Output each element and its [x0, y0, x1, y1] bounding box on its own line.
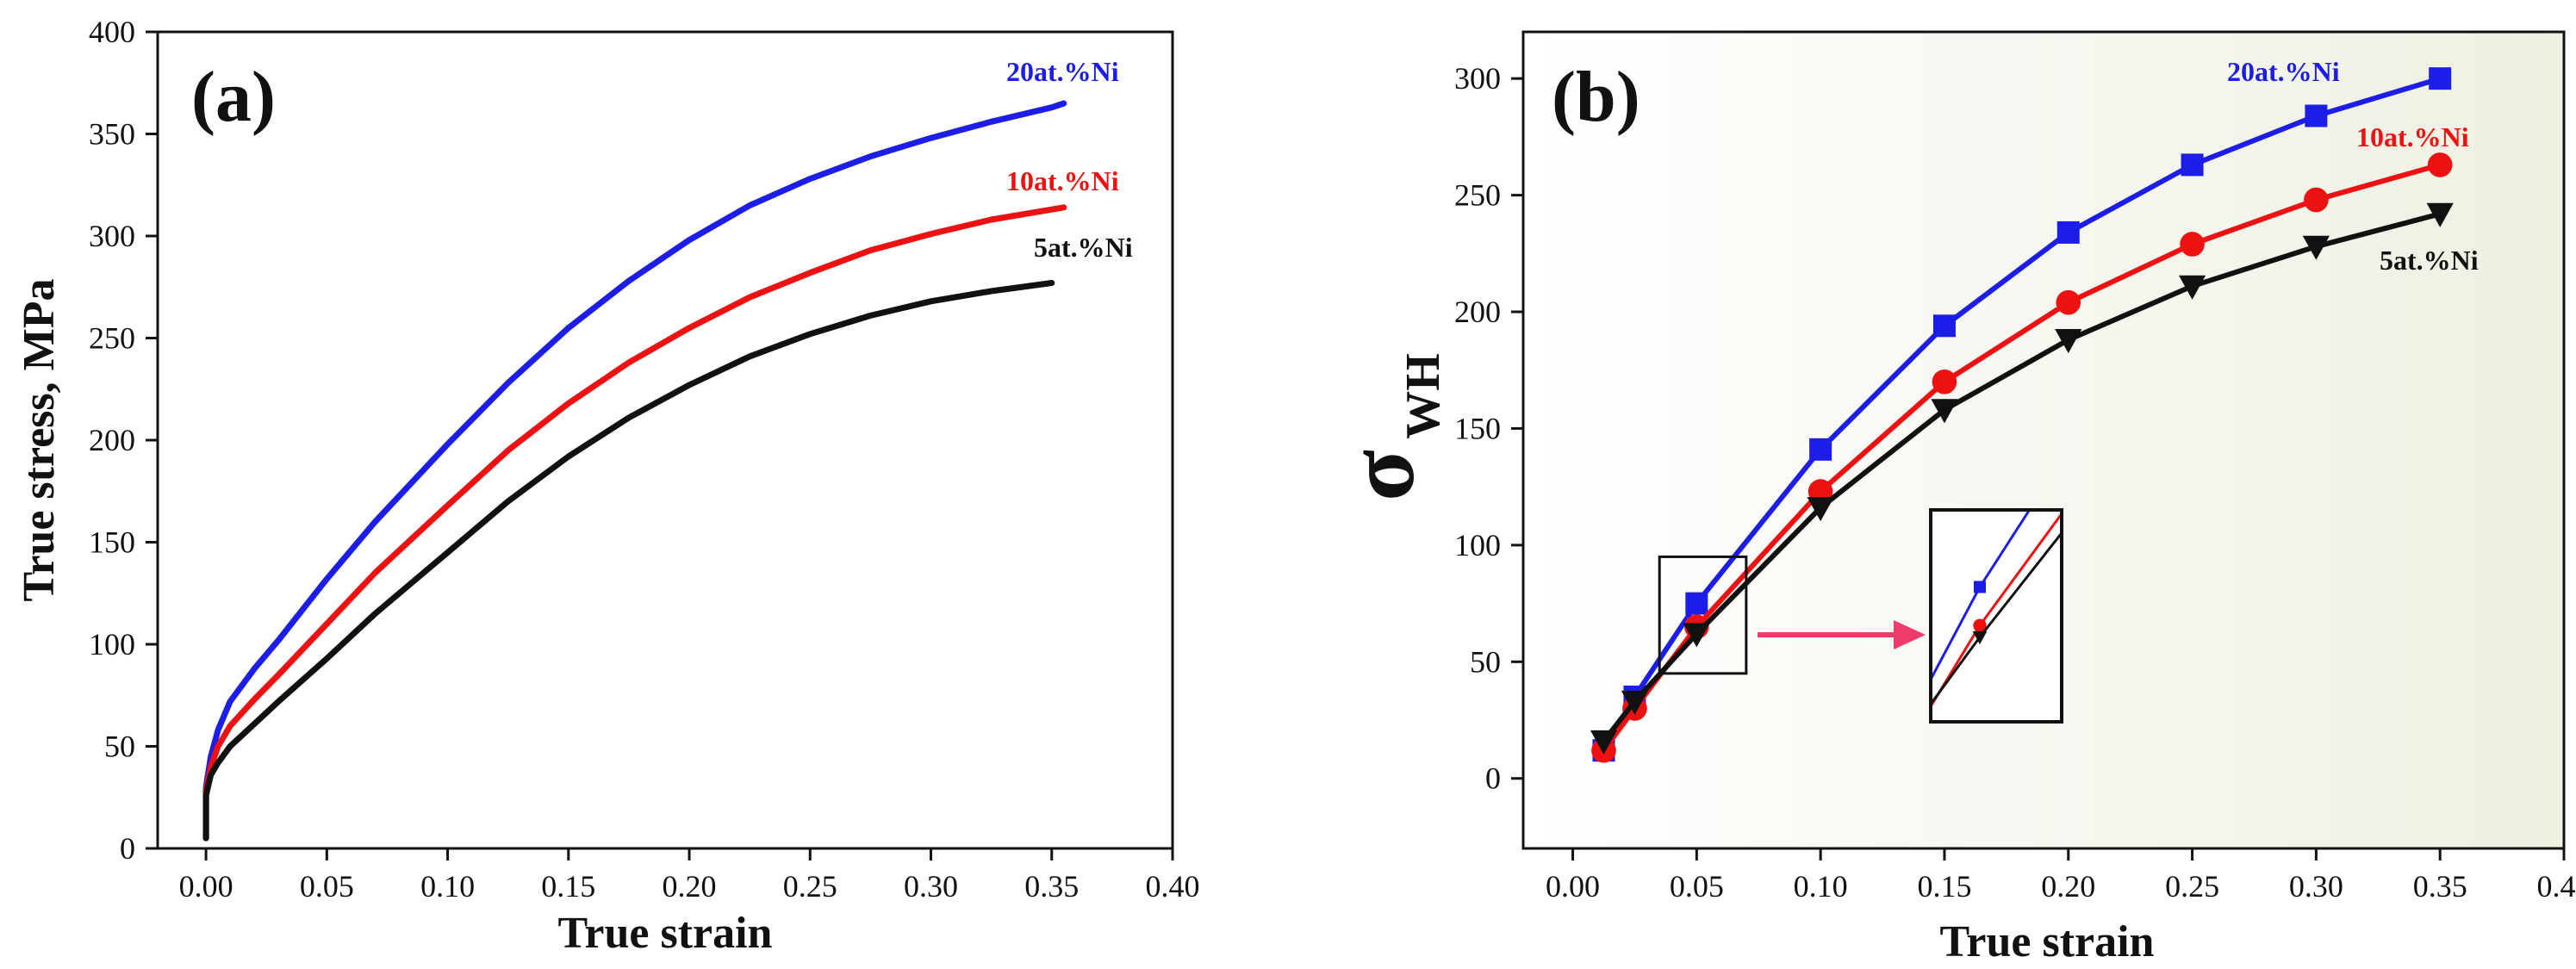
panel-b-series-5atni-point [2055, 329, 2082, 354]
panel-b-series-20atni-point [1932, 314, 1956, 338]
panel-b-x-tick-label: 0.35 [2413, 869, 2467, 904]
panel-a-y-axis-title: True stress, MPa [15, 279, 64, 602]
panel-a-series-20atni-line [202, 100, 1067, 842]
panel-a-plot-area [156, 30, 1174, 850]
panel-a-x-tick-label: 0.25 [783, 869, 837, 904]
panel-b-series-20atni-point [2305, 104, 2328, 127]
panel-a-x-tick-label: 0.10 [420, 869, 475, 904]
panel-b: 0.00 0.05 0.10 0.15 0.20 0.25 0.30 0.35 0.40 0 50 1… [1328, 30, 2576, 966]
panel-b-legend-5ni: 5at.%Ni [2380, 245, 2479, 276]
panel-a-x-tick-label: 0.30 [904, 869, 958, 904]
panel-b-y-axis-title: σ WH [1328, 353, 1450, 501]
panel-a-x-axis-title: True strain [558, 909, 773, 958]
panel-b-series-5atni-point [1590, 730, 1618, 755]
panel-a-legend-20ni: 20at.%Ni [1006, 56, 1119, 87]
panel-a-legend-5ni: 5at.%Ni [1034, 232, 1133, 263]
panel-b-series-20atni-point [2181, 153, 2204, 177]
panel-b-series-20atni-point [1809, 438, 1832, 461]
panel-b-legend-20ni: 20at.%Ni [2227, 56, 2340, 87]
panel-a: 0.00 0.05 0.10 0.15 0.20 0.25 0.30 0.35 0.40 0 50 1… [15, 15, 1200, 958]
inset-series-10atni-point [1973, 618, 1987, 632]
panel-b-series-10atni-point [1932, 369, 1957, 394]
panel-a-y-tick-label: 100 [89, 627, 135, 662]
panel-a-y-tick-label: 250 [89, 321, 135, 356]
panel-a-x-tick-label: 0.05 [300, 869, 354, 904]
panel-b-series-5atni-point [1683, 623, 1710, 648]
panel-b-series-20atni-point [2429, 67, 2452, 90]
panel-b-y-tick-label: 200 [1454, 295, 1501, 329]
panel-b-y-tick-label: 300 [1454, 61, 1501, 96]
panel-b-y-tick-label: 0 [1485, 761, 1501, 796]
panel-b-series-10atni-point [2304, 187, 2329, 213]
panel-b-series-20atni-point [2056, 221, 2080, 244]
panel-b-x-tick-label: 0.30 [2289, 869, 2343, 904]
inset-frame [1929, 508, 2063, 724]
panel-a-x-tick-label: 0.40 [1146, 869, 1200, 904]
panel-b-x-tick-label: 0.00 [1546, 869, 1600, 904]
panel-b-series-5atni-point [2302, 235, 2330, 260]
panel-b-label: (b) [1552, 57, 1640, 137]
panel-b-legend-10ni: 10at.%Ni [2356, 121, 2469, 152]
panel-b-x-tick-label: 0.40 [2537, 869, 2576, 904]
inset-series-5atni-point [1972, 630, 1988, 644]
panel-a-x-tick-label: 0.00 [179, 869, 233, 904]
panel-b-y-tick-label: 250 [1454, 178, 1501, 213]
panel-b-series-5atni-point [2178, 275, 2206, 300]
panel-a-y-tick-label: 300 [89, 219, 135, 253]
panel-a-y-tick-label: 350 [89, 117, 135, 152]
panel-b-series-5atni-point [1807, 497, 1834, 522]
panel-b-x-tick-label: 0.05 [1670, 869, 1724, 904]
zoom-arrow-head [1894, 620, 1926, 649]
panel-b-series-5atni-point [2426, 202, 2454, 227]
panel-a-y-tick-label: 0 [120, 831, 135, 866]
panel-b-series-20atni-point [1685, 592, 1708, 615]
panel-b-x-tick-label: 0.20 [2041, 869, 2095, 904]
panel-b-series-10atni-point [2180, 232, 2205, 257]
panel-b-x-tick-label: 0.15 [1917, 869, 1971, 904]
panel-a-series-5atni-line [202, 280, 1055, 842]
panel-a-y-tick-label: 150 [89, 525, 135, 560]
panel-b-background [1523, 32, 2564, 848]
panel-b-x-tick-label: 0.10 [1794, 869, 1848, 904]
panel-a-series-10atni-line [202, 204, 1067, 842]
panel-a-y-tick-label: 50 [104, 730, 135, 764]
panel-a-y-tick-label: 200 [89, 423, 135, 457]
panel-b-series-5atni-point [1931, 399, 1958, 424]
panel-a-y-tick-label: 400 [89, 15, 135, 49]
panel-a-x-tick-label: 0.15 [541, 869, 595, 904]
panel-b-series-10atni-point [2056, 289, 2081, 315]
panel-b-y-tick-label: 50 [1470, 644, 1501, 679]
panel-b-series-5atni-point [1621, 690, 1649, 715]
zoom-inset [1658, 508, 2063, 724]
panel-b-y-axis-subscript: WH [1397, 353, 1450, 439]
panel-b-series-10atni-point [2427, 152, 2453, 177]
panel-b-x-axis-title: True strain [1940, 917, 2155, 966]
panel-a-x-tick-label: 0.20 [663, 869, 717, 904]
panel-b-y-tick-label: 100 [1454, 528, 1501, 562]
zoom-region-box [1658, 555, 1748, 675]
panel-a-x-tick-label: 0.35 [1024, 869, 1079, 904]
panel-b-x-tick-label: 0.25 [2165, 869, 2219, 904]
panel-b-plot-area [1521, 30, 2566, 850]
panel-b-y-axis-sigma: σ [1328, 450, 1434, 501]
panel-b-y-tick-label: 150 [1454, 411, 1501, 445]
panel-a-legend-10ni: 10at.%Ni [1006, 165, 1119, 196]
inset-series-20atni-point [1974, 581, 1986, 593]
panel-a-label: (a) [191, 57, 276, 137]
